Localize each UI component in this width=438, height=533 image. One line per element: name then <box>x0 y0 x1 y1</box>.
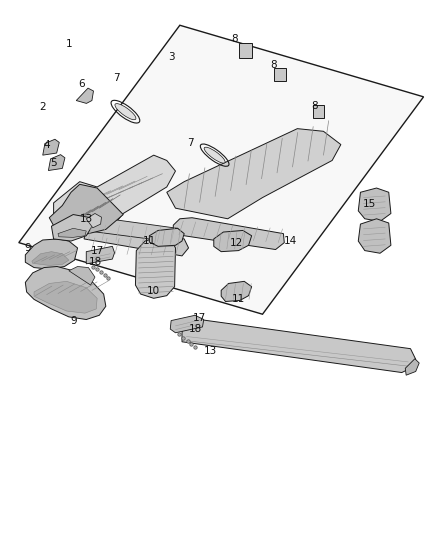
Text: 3: 3 <box>168 52 174 62</box>
Polygon shape <box>86 214 102 228</box>
Ellipse shape <box>115 103 136 120</box>
Text: 14: 14 <box>284 236 297 246</box>
Polygon shape <box>274 68 286 82</box>
Polygon shape <box>405 359 419 375</box>
Polygon shape <box>25 239 78 269</box>
Polygon shape <box>358 219 391 253</box>
Text: 10: 10 <box>147 286 160 296</box>
Polygon shape <box>53 155 176 224</box>
Text: 9: 9 <box>70 316 77 326</box>
Polygon shape <box>49 184 123 236</box>
Text: 8: 8 <box>270 60 277 70</box>
Polygon shape <box>167 128 341 219</box>
Polygon shape <box>173 217 284 249</box>
Text: 1: 1 <box>66 39 72 49</box>
Text: 7: 7 <box>113 73 120 83</box>
Polygon shape <box>32 252 69 265</box>
Text: 2: 2 <box>39 102 46 112</box>
Polygon shape <box>149 228 184 246</box>
Text: 18: 18 <box>88 257 102 267</box>
Text: 8: 8 <box>311 101 318 111</box>
Polygon shape <box>221 281 252 302</box>
Polygon shape <box>58 228 86 237</box>
Polygon shape <box>19 25 424 314</box>
Polygon shape <box>135 237 176 298</box>
Text: 17: 17 <box>193 313 206 324</box>
Text: 7: 7 <box>187 139 194 149</box>
Polygon shape <box>69 266 95 285</box>
Text: 5: 5 <box>50 158 57 168</box>
Text: 8: 8 <box>231 34 237 44</box>
Text: 12: 12 <box>230 238 243 248</box>
Polygon shape <box>358 188 391 221</box>
Polygon shape <box>182 318 416 373</box>
Polygon shape <box>34 281 97 313</box>
Polygon shape <box>86 246 115 264</box>
Polygon shape <box>48 155 65 171</box>
Ellipse shape <box>204 147 225 163</box>
Polygon shape <box>43 139 59 155</box>
Polygon shape <box>170 316 204 333</box>
Text: 11: 11 <box>143 236 156 246</box>
Polygon shape <box>83 216 182 243</box>
Polygon shape <box>25 266 106 319</box>
Text: 15: 15 <box>363 199 376 209</box>
Polygon shape <box>76 88 93 103</box>
Text: 17: 17 <box>91 246 104 256</box>
Polygon shape <box>313 106 324 118</box>
Text: 9: 9 <box>24 243 31 253</box>
Text: 4: 4 <box>44 140 50 150</box>
Text: 13: 13 <box>80 214 93 224</box>
Polygon shape <box>239 43 252 58</box>
Polygon shape <box>214 230 252 252</box>
Polygon shape <box>51 215 93 241</box>
Polygon shape <box>84 223 188 256</box>
Text: 11: 11 <box>232 294 245 304</box>
Text: 18: 18 <box>188 324 201 334</box>
Text: 6: 6 <box>78 78 85 88</box>
Text: 13: 13 <box>204 346 217 357</box>
